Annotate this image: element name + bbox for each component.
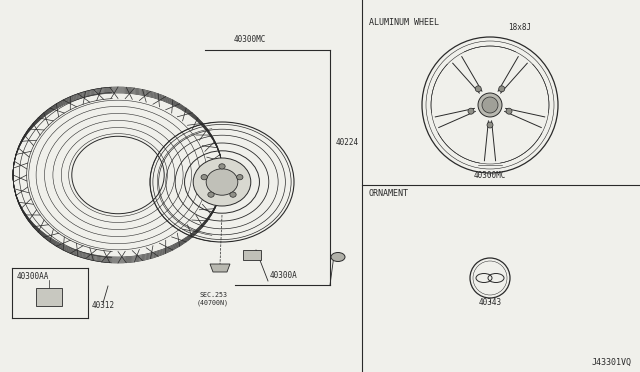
Ellipse shape — [206, 169, 238, 195]
Circle shape — [468, 108, 474, 114]
Ellipse shape — [237, 174, 243, 180]
FancyBboxPatch shape — [243, 250, 261, 260]
Text: SEC.253
(40700N): SEC.253 (40700N) — [197, 292, 229, 306]
Text: 40300AA: 40300AA — [17, 272, 49, 281]
Text: 40300MC: 40300MC — [474, 171, 506, 180]
Ellipse shape — [208, 192, 214, 197]
Text: ORNAMENT: ORNAMENT — [369, 189, 409, 198]
Circle shape — [476, 86, 481, 92]
Ellipse shape — [72, 136, 164, 214]
Polygon shape — [210, 264, 230, 272]
Text: 40312: 40312 — [92, 301, 115, 310]
Ellipse shape — [201, 174, 207, 180]
Ellipse shape — [331, 253, 345, 262]
Ellipse shape — [193, 158, 251, 206]
Circle shape — [506, 108, 512, 114]
Text: 40300A: 40300A — [270, 271, 298, 280]
Circle shape — [499, 86, 505, 92]
Circle shape — [482, 97, 498, 113]
Text: 40343: 40343 — [479, 298, 502, 307]
Text: 18x8J: 18x8J — [508, 23, 532, 32]
Text: 40300MC: 40300MC — [234, 35, 266, 44]
Circle shape — [478, 93, 502, 117]
Ellipse shape — [219, 164, 225, 169]
Text: ALUMINUM WHEEL: ALUMINUM WHEEL — [369, 18, 439, 27]
Text: J43301VQ: J43301VQ — [592, 358, 632, 367]
FancyBboxPatch shape — [36, 288, 62, 306]
Ellipse shape — [230, 192, 236, 197]
Circle shape — [487, 122, 493, 128]
Text: 40224: 40224 — [336, 138, 359, 147]
